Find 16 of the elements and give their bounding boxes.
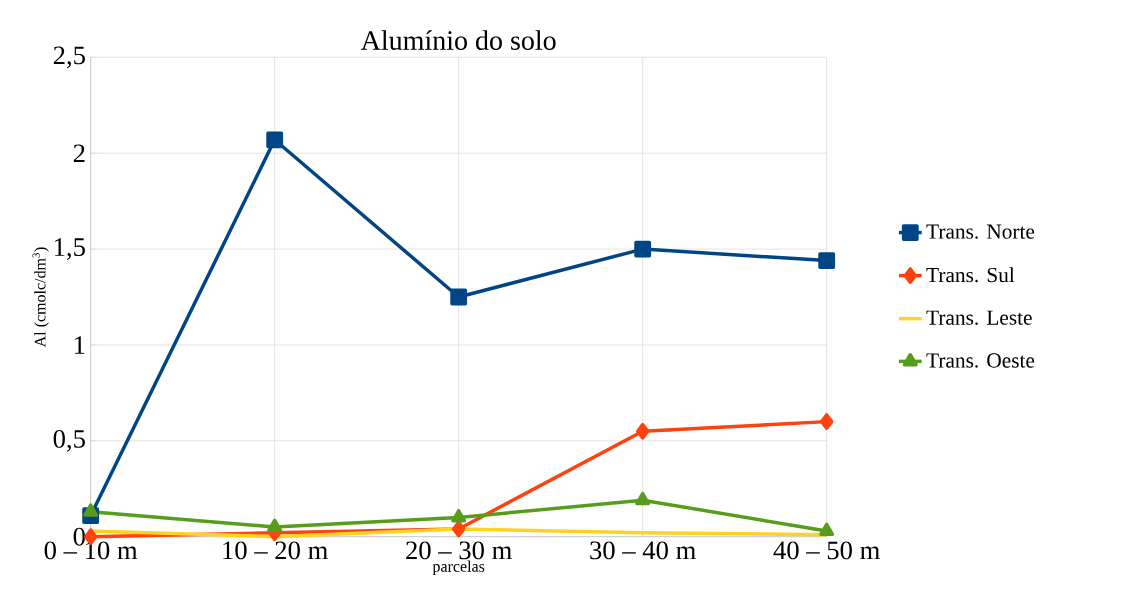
y-tick-label: 1,5 [54,238,85,260]
legend-label: Trans. Leste [926,310,1032,325]
legend-label: Trans. Norte [926,224,1035,239]
x-axis-title: parcelas [432,560,485,576]
y-tick-label: 2 [73,144,85,163]
y-tick-label: 2,5 [53,46,85,69]
x-tick-label: 20 – 30 m [406,541,512,560]
x-tick-label: 30 – 40 m [590,541,696,560]
x-tick-label: 40 – 50 m [773,541,880,560]
y-tick-label: 1 [74,336,85,354]
y-tick-label: 0,5 [53,429,85,452]
chart-title: Alumínio do solo [360,30,556,50]
x-tick-label: 10 – 20 m [223,541,328,560]
y-axis-title: Al (cmolc/dm$^{3}$) [32,247,49,348]
legend-label: Trans. Oeste [926,353,1035,368]
legend-label: Trans. Sul [926,267,1015,283]
